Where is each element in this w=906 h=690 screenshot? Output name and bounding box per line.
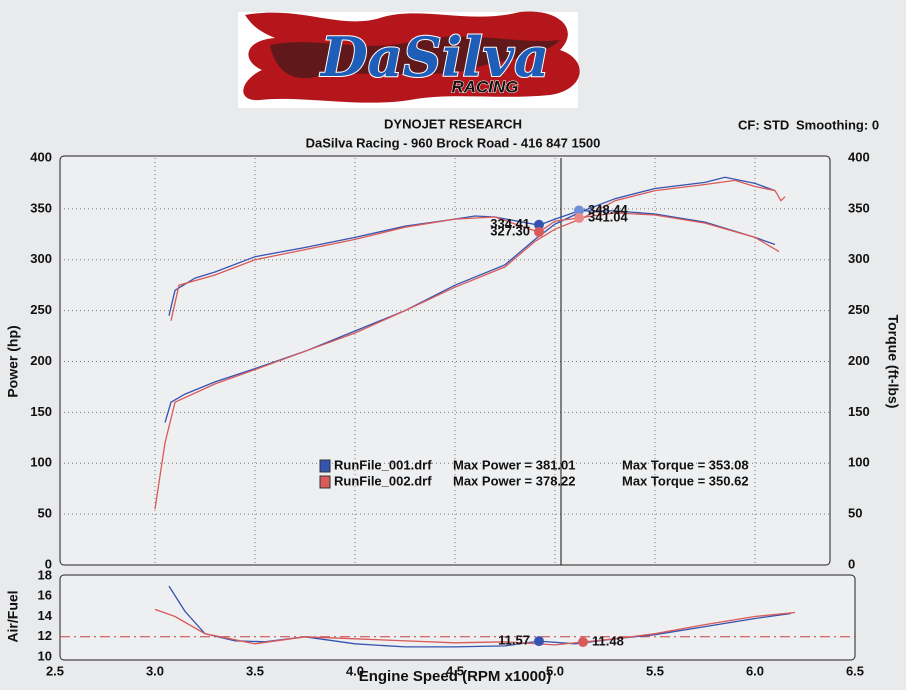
y-tick-label: 250 bbox=[30, 302, 52, 317]
y-axis-label: Air/Fuel bbox=[5, 590, 21, 642]
series-line bbox=[154, 179, 786, 510]
marker-label: 11.48 bbox=[592, 633, 624, 648]
logo: DaSilva RACING bbox=[238, 11, 580, 108]
legend-label: RunFile_002.drf bbox=[334, 473, 432, 488]
legend-torque: Max Torque = 353.08 bbox=[622, 457, 749, 472]
y-tick-label: 150 bbox=[30, 404, 52, 419]
series-line bbox=[168, 210, 776, 316]
y2-tick-label: 350 bbox=[848, 200, 870, 215]
afr-plot-frame bbox=[59, 574, 856, 661]
x-tick-label: 5.5 bbox=[646, 663, 664, 678]
legend-power: Max Power = 378.22 bbox=[453, 473, 576, 488]
y-tick-label: 350 bbox=[30, 200, 52, 215]
y-tick-label: 10 bbox=[38, 648, 52, 663]
series-line bbox=[164, 176, 776, 423]
y-tick-label: 400 bbox=[30, 149, 52, 164]
y-tick-label: 300 bbox=[30, 251, 52, 266]
x-tick-label: 5.0 bbox=[546, 663, 564, 678]
x-tick-label: 3.0 bbox=[146, 663, 164, 678]
series-line bbox=[170, 212, 780, 321]
marker-label: 327.30 bbox=[490, 223, 530, 238]
cursor-marker bbox=[574, 212, 584, 223]
cursor-marker bbox=[534, 636, 544, 647]
legend-torque: Max Torque = 350.62 bbox=[622, 473, 749, 488]
y2-tick-label: 250 bbox=[848, 302, 870, 317]
y2-tick-label: 100 bbox=[848, 455, 870, 470]
cursor-marker bbox=[578, 637, 588, 648]
y-tick-label: 16 bbox=[38, 588, 52, 603]
logo-subtext: RACING bbox=[451, 77, 518, 96]
y-axis-label: Power (hp) bbox=[5, 325, 21, 397]
main-plot-frame bbox=[59, 155, 831, 566]
legend-swatch bbox=[319, 475, 331, 489]
x-tick-label: 4.0 bbox=[346, 663, 364, 678]
y2-tick-label: 200 bbox=[848, 353, 870, 368]
y2-tick-label: 50 bbox=[848, 506, 862, 521]
y2-tick-label: 150 bbox=[848, 404, 870, 419]
marker-label: 11.57 bbox=[498, 633, 530, 648]
y-tick-label: 200 bbox=[30, 353, 52, 368]
y2-tick-label: 400 bbox=[848, 149, 870, 164]
logo-flame-shadow bbox=[270, 36, 560, 79]
series-line bbox=[168, 585, 792, 648]
y-tick-label: 0 bbox=[45, 556, 52, 571]
legend-swatch bbox=[319, 459, 331, 473]
y-tick-label: 100 bbox=[30, 455, 52, 470]
x-tick-label: 2.5 bbox=[46, 663, 64, 678]
y-tick-label: 18 bbox=[38, 567, 52, 582]
header-cf: CF: STD bbox=[738, 117, 789, 132]
x-tick-label: 3.5 bbox=[246, 663, 264, 678]
cursor-marker bbox=[574, 205, 584, 216]
marker-label: 334.41 bbox=[490, 216, 530, 231]
series-line bbox=[154, 608, 796, 646]
logo-text: DaSilva bbox=[319, 25, 549, 89]
y2-tick-label: 300 bbox=[848, 251, 870, 266]
header-smoothing: Smoothing: 0 bbox=[796, 117, 879, 132]
y-tick-label: 50 bbox=[38, 506, 52, 521]
x-tick-label: 4.5 bbox=[446, 663, 464, 678]
header-subtitle: DaSilva Racing - 960 Brock Road - 416 84… bbox=[306, 135, 601, 150]
marker-label: 348.44 bbox=[588, 202, 629, 217]
x-axis-label: Engine Speed (RPM x1000) bbox=[359, 668, 552, 685]
x-tick-label: 6.0 bbox=[746, 663, 764, 678]
cursor-marker bbox=[534, 219, 544, 230]
legend-label: RunFile_001.drf bbox=[334, 457, 432, 472]
y-tick-label: 14 bbox=[38, 608, 53, 623]
y-tick-label: 12 bbox=[38, 628, 52, 643]
y2-axis-label: Torque (ft-lbs) bbox=[885, 315, 901, 409]
marker-label: 341.04 bbox=[588, 209, 629, 224]
header-title: DYNOJET RESEARCH bbox=[384, 116, 522, 131]
legend-power: Max Power = 381.01 bbox=[453, 457, 576, 472]
cursor-marker bbox=[534, 226, 544, 237]
y2-tick-label: 0 bbox=[848, 556, 855, 571]
x-tick-label: 6.5 bbox=[846, 663, 864, 678]
